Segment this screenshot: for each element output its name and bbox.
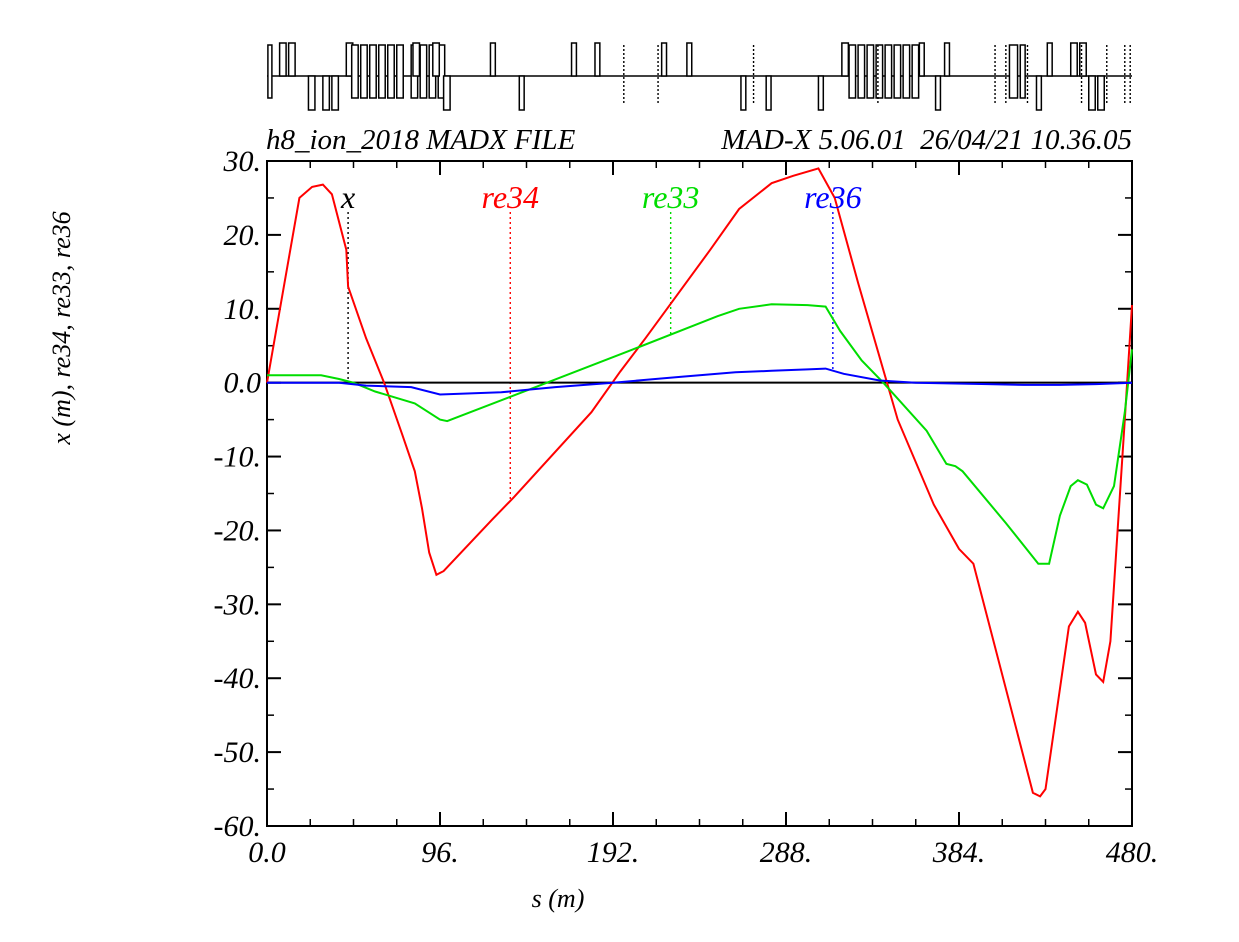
layout-element-3 <box>307 75 316 111</box>
layout-element-5 <box>331 75 340 111</box>
layout-element-35 <box>866 44 875 99</box>
layout-element-52 <box>1069 42 1078 77</box>
layout-element-17 <box>412 42 421 77</box>
layout-element-42 <box>918 42 925 77</box>
series-line-re33 <box>267 303 1133 565</box>
series-lines <box>266 167 1133 798</box>
layout-element-20 <box>489 42 497 77</box>
x-tick-label: 0.0 <box>248 836 286 869</box>
x-tick-label: 96. <box>421 836 459 869</box>
layout-element-12 <box>396 44 404 99</box>
layout-element-40 <box>911 44 920 99</box>
x-axis-title: s (m) <box>532 884 585 913</box>
layout-element-30 <box>765 75 772 111</box>
layout-element-51 <box>1046 42 1053 77</box>
layout-element-25 <box>660 42 668 77</box>
series-line-re34 <box>266 167 1133 798</box>
y-tick-label: 10. <box>224 293 262 326</box>
layout-element-11 <box>386 44 395 99</box>
layout-element-18 <box>432 42 441 77</box>
y-tick-label: 20. <box>224 219 262 252</box>
x-tick-label: 192. <box>587 836 640 869</box>
y-tick-label: -30. <box>214 588 262 621</box>
layout-element-14 <box>419 44 428 99</box>
layout-element-9 <box>368 44 377 99</box>
layout-element-21 <box>518 75 525 111</box>
y-tick-label: -20. <box>214 514 262 547</box>
layout-element-22 <box>570 42 578 77</box>
file-title: h8_ion_2018 MADX FILE <box>266 124 576 156</box>
y-tick-label: -60. <box>214 810 262 843</box>
y-tick-label: -10. <box>214 441 262 474</box>
layout-element-19 <box>442 75 451 111</box>
y-axis-title: x (m), re34, re33, re36 <box>47 211 76 445</box>
x-tick-label: 288. <box>760 836 813 869</box>
layout-element-53 <box>1078 42 1087 77</box>
layout-element-48 <box>1019 44 1026 99</box>
layout-element-50 <box>1035 75 1043 111</box>
layout-element-34 <box>857 44 866 99</box>
layout-element-8 <box>359 44 368 99</box>
layout-element-39 <box>902 44 911 99</box>
layout-element-7 <box>350 44 359 99</box>
layout-element-33 <box>848 44 857 99</box>
y-tick-label: 30. <box>223 145 262 178</box>
layout-element-32 <box>841 42 850 77</box>
layout-element-47 <box>1008 44 1019 99</box>
series-label-x: x <box>340 179 355 215</box>
beamline-layout-strip <box>267 42 1132 111</box>
y-tick-label: -50. <box>214 736 262 769</box>
madx-version-timestamp: MAD-X 5.06.01 26/04/21 10.36.05 <box>720 124 1132 156</box>
layout-element-10 <box>377 44 386 99</box>
axis-ticks: 0.0 96. 192. 288. 384. 480. 30. 20. 10. 0.0 -10. -2… <box>214 145 1159 869</box>
y-tick-label: 0.0 <box>224 367 262 400</box>
series-label-re36: re36 <box>804 179 861 215</box>
layout-element-55 <box>1088 75 1096 111</box>
layout-element-26 <box>686 42 693 77</box>
layout-element-37 <box>884 44 893 99</box>
layout-element-56 <box>1097 75 1105 111</box>
layout-element-36 <box>875 44 884 99</box>
series-line-re36 <box>267 367 1133 396</box>
y-tick-label: -40. <box>214 662 262 695</box>
x-tick-label: 384. <box>932 836 986 869</box>
layout-element-2 <box>287 42 296 77</box>
plot-frame <box>266 160 1133 827</box>
layout-element-1 <box>278 42 287 77</box>
layout-element-23 <box>594 42 601 77</box>
series-label-re34: re34 <box>482 179 539 215</box>
label-marker-lines <box>347 212 834 501</box>
layout-element-29 <box>740 75 747 111</box>
series-label-re33: re33 <box>642 179 699 215</box>
layout-element-0 <box>267 44 273 99</box>
x-tick-label: 480. <box>1106 836 1159 869</box>
layout-element-38 <box>893 44 902 99</box>
layout-element-31 <box>817 75 825 111</box>
layout-element-43 <box>934 75 942 111</box>
layout-element-4 <box>322 75 331 111</box>
series-labels: x re34 re33 re36 <box>340 179 862 215</box>
layout-element-44 <box>943 42 951 77</box>
